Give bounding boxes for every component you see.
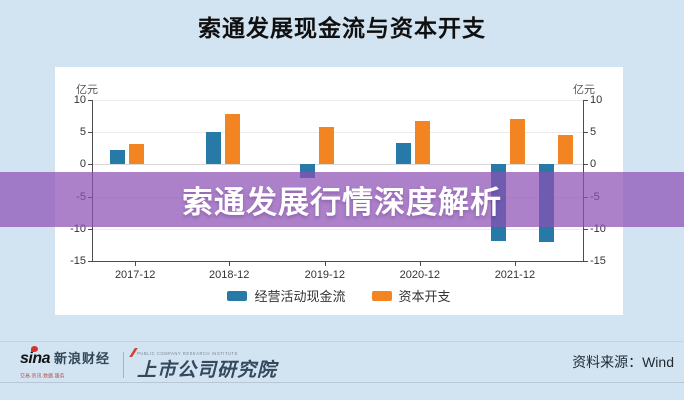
- y-axis-label: 10: [73, 94, 86, 106]
- y-axis-tick: [584, 228, 588, 230]
- y-axis-label: 0: [79, 158, 86, 171]
- x-axis-tick: [324, 262, 326, 266]
- y-axis-label: 5: [79, 126, 86, 139]
- sina-logo-row: sina 新浪财经: [20, 345, 111, 368]
- footer-top-divider: [0, 341, 684, 342]
- footer: sina 新浪财经 交易·资讯·数据·服务 PUBLIC COMPANY RES…: [0, 344, 684, 382]
- overlay-banner: 索通发展行情深度解析: [0, 172, 684, 227]
- y-axis-tick: [88, 132, 92, 134]
- x-axis-label: 2021-12: [494, 269, 536, 281]
- bar-series0-group1: [205, 132, 221, 165]
- x-axis-tick: [135, 262, 137, 266]
- y-axis-tick: [88, 100, 92, 101]
- banner-text: 索通发展行情深度解析: [182, 185, 502, 220]
- x-axis-tick: [419, 262, 421, 266]
- x-axis-tick: [229, 262, 231, 266]
- gridline: [93, 100, 583, 101]
- y-axis-unit-right: 亿元: [573, 84, 595, 96]
- x-axis-label: 2020-12: [399, 269, 441, 281]
- gridline: [93, 228, 583, 230]
- y-axis-tick: [584, 132, 588, 134]
- page-title: 索通发展现金流与资本开支: [198, 15, 486, 41]
- sina-finance-label: 新浪财经: [54, 350, 111, 366]
- x-axis-label: 2018-12: [209, 269, 250, 281]
- legend-item-0: 经营活动现金流: [227, 286, 346, 305]
- legend-swatch: [371, 290, 392, 301]
- bar-series1-group1: [224, 113, 240, 165]
- y-axis-label: 5: [590, 126, 597, 139]
- y-axis-tick: [88, 228, 92, 230]
- footer-logo-divider: [123, 351, 125, 378]
- y-axis-tick: [88, 164, 92, 166]
- bar-series0-group3: [395, 142, 411, 165]
- bar-series0-group0: [109, 149, 125, 165]
- gridline: [93, 164, 583, 166]
- sina-wordmark: sina: [20, 345, 51, 368]
- bar-series1-group0: [128, 143, 144, 165]
- bar-series1-group4: [509, 119, 525, 165]
- legend-item-1: 资本开支: [371, 286, 451, 305]
- bar-series1-group5: [558, 135, 574, 165]
- data-source: 资料来源：Wind: [572, 354, 674, 370]
- legend-label: 经营活动现金流: [254, 289, 346, 304]
- institute-logo: PUBLIC COMPANY RESEARCH INSTITUTE 上市公司研究…: [129, 347, 331, 382]
- bar-series1-group2: [319, 127, 335, 165]
- y-axis-tick: [584, 261, 588, 262]
- y-axis-label: -15: [590, 255, 606, 267]
- sina-finance-logo: sina 新浪财经 交易·资讯·数据·服务: [20, 345, 111, 382]
- x-axis-label: 2019-12: [304, 269, 345, 281]
- chart-legend: 经营活动现金流 资本开支: [55, 286, 623, 305]
- y-axis-tick: [584, 100, 588, 101]
- y-axis-tick: [584, 164, 588, 166]
- x-axis-label: 2017-12: [114, 269, 156, 281]
- x-axis-tick: [514, 262, 516, 266]
- y-axis-label: 10: [590, 94, 603, 106]
- sina-wordmark-text: sina: [20, 349, 51, 367]
- sina-eye-icon: [31, 345, 38, 352]
- footer-logos: sina 新浪财经 交易·资讯·数据·服务 PUBLIC COMPANY RES…: [20, 345, 331, 382]
- y-axis-label: 0: [590, 158, 597, 171]
- bar-series1-group3: [414, 120, 430, 165]
- y-axis-unit-left: 亿元: [76, 84, 98, 96]
- footer-bottom-divider: [0, 382, 684, 383]
- institute-english: PUBLIC COMPANY RESEARCH INSTITUTE: [137, 351, 238, 356]
- y-axis-label: -15: [70, 255, 86, 267]
- y-axis-tick: [88, 261, 92, 262]
- legend-label: 资本开支: [398, 289, 451, 304]
- gridline: [93, 132, 583, 134]
- institute-name: 上市公司研究院: [137, 360, 278, 381]
- legend-swatch: [227, 290, 248, 301]
- sina-tagline: 交易·资讯·数据·服务: [20, 372, 65, 379]
